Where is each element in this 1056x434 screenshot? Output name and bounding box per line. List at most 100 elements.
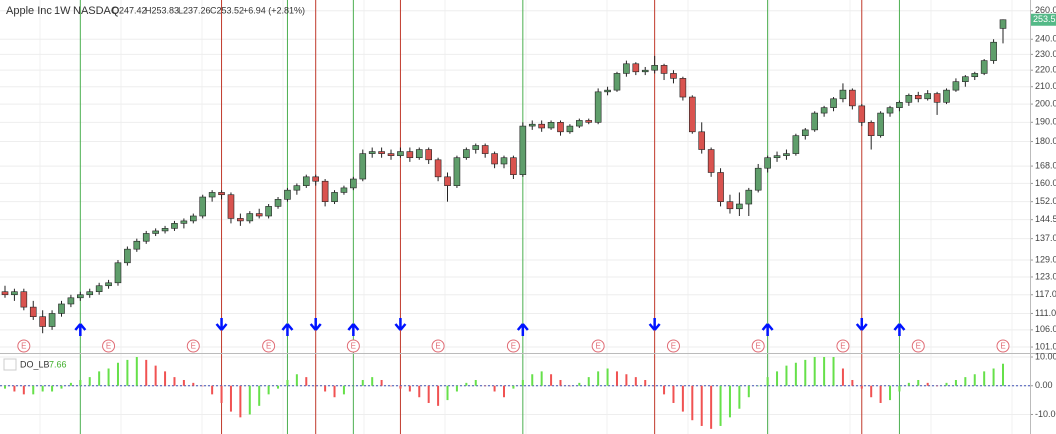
histogram-bar: [51, 385, 54, 392]
histogram-bar: [4, 385, 6, 389]
candle-body: [623, 63, 630, 74]
last-price-box: [1031, 13, 1056, 26]
candle-body: [48, 313, 56, 327]
earnings-label: E: [435, 342, 440, 351]
histogram-bar: [766, 377, 769, 386]
histogram-bar: [220, 385, 223, 403]
candle-body: [171, 223, 178, 229]
buy-arrow: [347, 323, 360, 336]
histogram-bar: [1002, 363, 1004, 386]
candle-body: [39, 316, 46, 327]
histogram-bar: [559, 379, 562, 386]
candle-body: [359, 153, 367, 180]
histogram-bar: [719, 385, 722, 426]
earnings-marker: [751, 339, 765, 353]
candle-body: [914, 94, 922, 100]
histogram-bar: [597, 371, 600, 386]
histogram-bar: [851, 379, 854, 386]
sell-arrow: [394, 318, 407, 331]
histogram-bar: [408, 385, 411, 392]
symbol: Apple Inc: [6, 5, 52, 17]
histogram-bar: [870, 385, 873, 398]
histogram-bar: [926, 382, 929, 386]
y-tick-label: 230.00: [1035, 49, 1056, 59]
histogram-bar: [361, 379, 364, 386]
earnings-marker: [186, 339, 200, 353]
histogram-bar: [116, 362, 119, 386]
candle-body: [293, 185, 301, 191]
histogram-bar: [531, 374, 534, 386]
candle-body: [576, 120, 583, 127]
histogram-bar: [550, 374, 553, 386]
candle-body: [528, 123, 536, 127]
earnings-marker: [17, 339, 31, 353]
candle-body: [924, 93, 931, 100]
histogram-bar: [229, 385, 232, 412]
earnings-label: E: [595, 342, 600, 351]
histogram-bar: [32, 385, 35, 395]
histogram-bar: [22, 385, 25, 395]
candle-body: [962, 76, 969, 82]
histogram-bar: [79, 379, 82, 386]
candle-body: [11, 291, 18, 296]
histogram-bar: [983, 371, 986, 386]
candle-body: [717, 172, 724, 202]
candle-body: [839, 89, 847, 100]
candle-body: [227, 194, 235, 219]
histogram-bar: [992, 368, 995, 386]
y-tick-label: 111.00: [1035, 308, 1056, 318]
candle-body: [726, 201, 734, 210]
candle-body: [425, 149, 432, 161]
candle-body: [472, 145, 480, 150]
candle-body: [585, 120, 593, 123]
histogram-bar: [305, 377, 308, 386]
y-tick-label: 152.00: [1035, 196, 1056, 206]
candle-body: [698, 131, 706, 150]
candle-body: [736, 203, 743, 210]
histogram-bar: [879, 385, 882, 403]
candle-body: [265, 206, 272, 217]
candle-body: [500, 157, 508, 165]
candle-body: [29, 306, 37, 317]
earnings-marker: [666, 339, 680, 353]
collapse-button[interactable]: [3, 358, 17, 371]
earnings-label: E: [1000, 342, 1005, 351]
candle-body: [594, 91, 602, 123]
earnings-marker: [836, 339, 850, 353]
earnings-label: E: [840, 342, 845, 351]
candle-body: [190, 215, 197, 222]
histogram-bar: [945, 382, 948, 386]
candle-body: [933, 93, 941, 103]
histogram-bar: [747, 385, 750, 398]
candle-body: [632, 63, 640, 73]
ohlc-close: C253.52: [210, 5, 244, 15]
y-tick-label: 10.00: [1035, 351, 1056, 361]
sell-arrow: [648, 318, 661, 331]
y-tick-label: 106.00: [1035, 324, 1056, 334]
ohlc-open: O247.42: [112, 5, 147, 15]
histogram-bar: [691, 385, 694, 421]
histogram-bar: [663, 385, 666, 395]
candle-body: [801, 129, 809, 136]
buy-arrow: [761, 323, 774, 336]
candle-body: [180, 220, 188, 224]
histogram-bar: [182, 379, 185, 386]
ohlc-high: H253.83: [145, 5, 179, 15]
histogram-bar: [145, 359, 148, 386]
histogram-bar: [474, 379, 477, 386]
histogram-bar: [126, 359, 129, 386]
sell-arrow: [309, 318, 322, 331]
histogram-bar: [615, 371, 618, 386]
histogram-bar: [455, 385, 458, 392]
histogram-bar: [634, 377, 637, 386]
y-tick-label: 180.00: [1035, 136, 1056, 146]
histogram-bar: [823, 357, 826, 386]
histogram-bar: [437, 385, 440, 406]
earnings-label: E: [21, 342, 26, 351]
candle-body: [604, 89, 611, 93]
earnings-marker: [102, 339, 116, 353]
candle-body: [538, 123, 545, 129]
candle-body: [792, 135, 800, 154]
